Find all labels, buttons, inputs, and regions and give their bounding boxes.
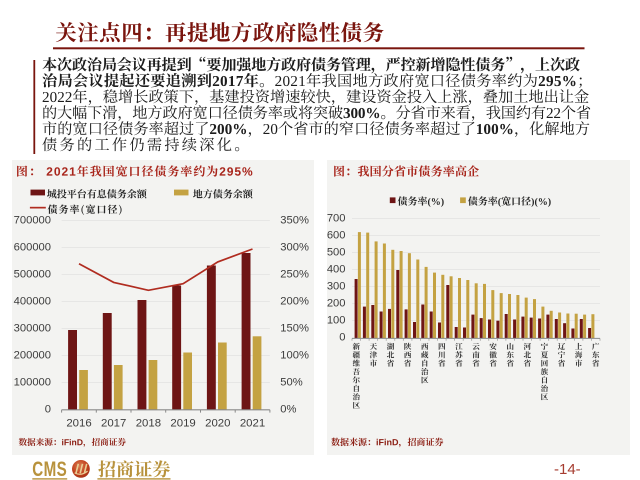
svg-text:-14-: -14- <box>554 461 581 478</box>
svg-text:200: 200 <box>327 298 346 310</box>
svg-text:100%: 100% <box>280 350 309 362</box>
svg-text:200000: 200000 <box>14 350 51 362</box>
svg-text:0: 0 <box>45 404 51 416</box>
svg-text:350%: 350% <box>280 215 309 227</box>
svg-text:600: 600 <box>327 230 346 242</box>
svg-text:100000: 100000 <box>14 377 51 389</box>
svg-text:2017: 2017 <box>101 418 126 430</box>
svg-text:300000: 300000 <box>14 323 51 335</box>
svg-text:700: 700 <box>327 213 346 225</box>
svg-text:700000: 700000 <box>14 215 51 227</box>
svg-text:400: 400 <box>327 264 346 276</box>
svg-text:0: 0 <box>339 332 345 344</box>
svg-text:2020: 2020 <box>205 418 230 430</box>
svg-text:300: 300 <box>327 281 346 293</box>
svg-text:2018: 2018 <box>136 418 161 430</box>
svg-text:100: 100 <box>327 315 346 327</box>
svg-text:250%: 250% <box>280 269 309 281</box>
svg-text:2016: 2016 <box>66 418 91 430</box>
svg-text:400000: 400000 <box>14 296 51 308</box>
svg-text:500000: 500000 <box>14 269 51 281</box>
svg-text:150%: 150% <box>280 323 309 335</box>
svg-text:2021: 2021 <box>240 418 265 430</box>
svg-text:600000: 600000 <box>14 242 51 254</box>
svg-text:50%: 50% <box>280 377 302 389</box>
svg-text:300%: 300% <box>280 242 309 254</box>
svg-text:500: 500 <box>327 247 346 259</box>
svg-text:200%: 200% <box>280 296 309 308</box>
svg-text:CMS: CMS <box>32 456 67 480</box>
svg-text:2019: 2019 <box>170 418 195 430</box>
svg-text:0%: 0% <box>280 404 296 416</box>
